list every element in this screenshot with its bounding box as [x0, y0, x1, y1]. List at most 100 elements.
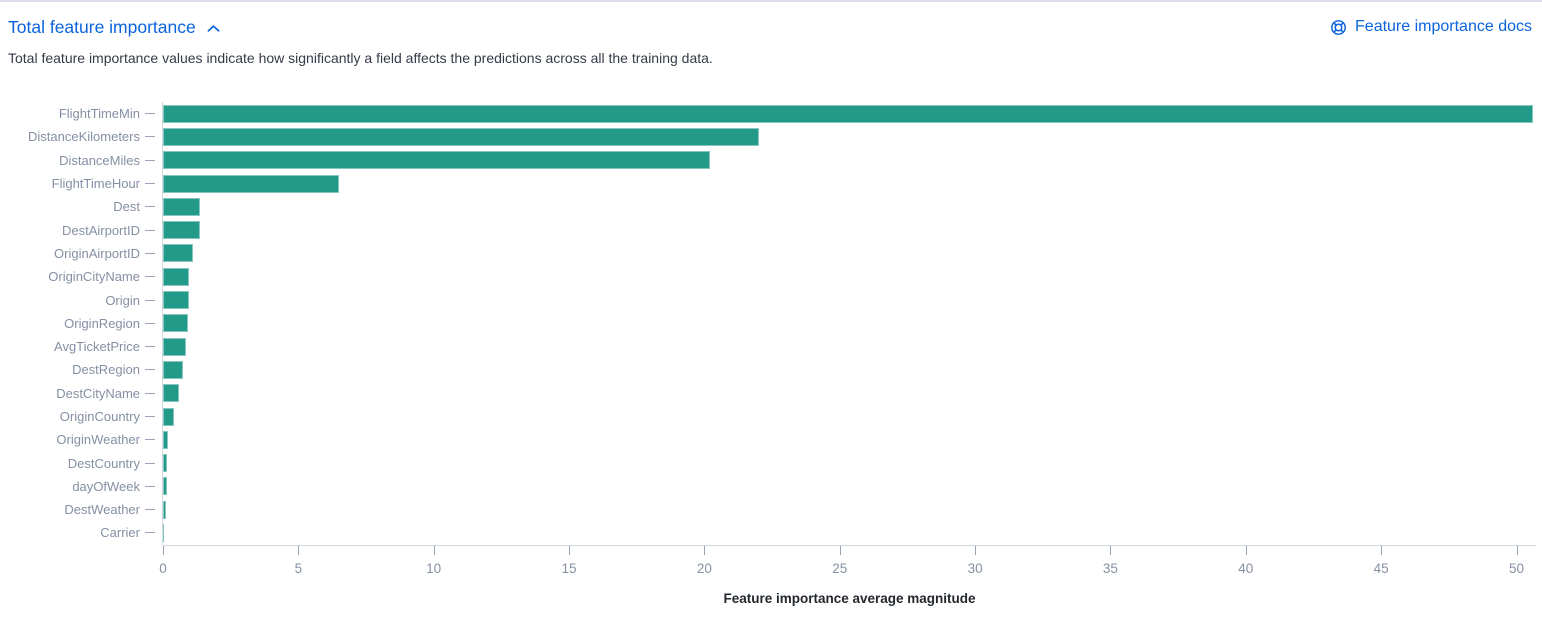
y-tick-mark — [145, 136, 155, 138]
chart-row: Dest — [0, 195, 1536, 219]
y-axis-label: DistanceMiles — [59, 152, 140, 168]
y-axis-label: DestRegion — [72, 362, 140, 378]
bar — [163, 127, 759, 146]
bar-cell — [162, 241, 1536, 266]
bar-cell — [162, 195, 1536, 219]
docs-link[interactable]: Feature importance docs — [1330, 15, 1532, 39]
x-tick-mark — [704, 545, 706, 555]
y-axis-label: Origin — [105, 292, 140, 308]
x-tick-label: 20 — [696, 560, 712, 576]
x-tick-mark — [1516, 545, 1518, 555]
bar-cell — [162, 404, 1536, 429]
x-tick-label: 50 — [1508, 560, 1525, 576]
y-axis-label: AvgTicketPrice — [54, 339, 140, 355]
bar-cell — [162, 358, 1536, 382]
bar — [163, 384, 180, 403]
x-tick-label: 35 — [1102, 560, 1118, 576]
y-tick-mark — [145, 392, 155, 394]
bar-cell — [162, 311, 1536, 335]
y-axis-label: OriginRegion — [64, 315, 140, 331]
bar — [163, 197, 201, 216]
y-tick-mark — [145, 159, 155, 161]
feature-importance-chart: FlightTimeMin DistanceKilometers DistanceM… — [0, 102, 1536, 606]
y-axis-label: dayOfWeek — [72, 478, 140, 494]
y-tick-mark — [145, 322, 155, 324]
chart-row: DestWeather — [0, 498, 1536, 522]
chart-row: DistanceMiles — [0, 148, 1536, 172]
x-tick-label: 40 — [1238, 560, 1254, 576]
bar-cell — [162, 521, 1536, 545]
chart-row: DestRegion — [0, 358, 1536, 382]
bar-cell — [162, 102, 1536, 126]
bar — [163, 314, 188, 333]
x-tick-mark — [433, 545, 435, 555]
panel-title: Total feature importance — [8, 17, 196, 37]
x-tick-mark — [569, 545, 571, 555]
bar-cell — [162, 265, 1536, 289]
lifebuoy-help-icon — [1330, 19, 1347, 36]
y-axis-label: DistanceKilometers — [28, 129, 140, 145]
chart-row: OriginCityName — [0, 265, 1536, 289]
bar — [163, 291, 189, 310]
chart-row: DistanceKilometers — [0, 125, 1536, 149]
y-axis-label: OriginAirportID — [54, 245, 140, 261]
bar-cell — [162, 148, 1536, 172]
bar-cell — [162, 334, 1536, 359]
chart-row: Carrier — [0, 521, 1536, 545]
bar — [163, 523, 164, 542]
x-axis-title: Feature importance average magnitude — [723, 590, 976, 606]
y-axis-label: OriginCityName — [48, 269, 140, 285]
docs-link-label: Feature importance docs — [1355, 18, 1532, 35]
y-tick-mark — [145, 113, 155, 115]
x-tick-mark — [1245, 545, 1247, 555]
bar — [163, 104, 1533, 123]
total-feature-importance-panel: Total feature importance Feature importa… — [0, 2, 1542, 606]
bar-cell — [162, 288, 1536, 312]
x-tick-mark — [163, 545, 164, 555]
chart-row: DestAirportID — [0, 218, 1536, 242]
bar — [163, 151, 710, 170]
bar — [163, 174, 340, 193]
y-tick-mark — [145, 462, 155, 464]
x-tick-label: 30 — [967, 560, 983, 576]
y-tick-mark — [145, 346, 155, 348]
y-tick-mark — [145, 252, 155, 254]
y-axis-label: DestCountry — [67, 455, 140, 471]
chevron-up-icon — [206, 21, 221, 36]
bar — [163, 407, 175, 426]
y-tick-mark — [145, 276, 155, 278]
chart-row: Origin — [0, 288, 1536, 312]
x-tick-mark — [975, 545, 977, 555]
bar-cell — [162, 171, 1536, 196]
bar — [163, 477, 167, 496]
bar — [163, 337, 187, 356]
panel-header: Total feature importance Feature importa… — [0, 2, 1542, 39]
chart-row: DestCityName — [0, 381, 1536, 405]
panel-description: Total feature importance values indicate… — [8, 50, 713, 66]
accordion-toggle[interactable]: Total feature importance — [8, 15, 221, 39]
chart-row: DestCountry — [0, 451, 1536, 475]
chart-row: FlightTimeMin — [0, 102, 1536, 126]
bar — [163, 244, 193, 263]
chart-row: OriginCountry — [0, 404, 1536, 429]
y-tick-mark — [145, 532, 155, 534]
y-tick-mark — [145, 509, 155, 511]
bar — [163, 500, 166, 519]
y-axis-label: DestAirportID — [61, 222, 140, 238]
x-tick-label: 15 — [561, 560, 577, 576]
chart-row: AvgTicketPrice — [0, 334, 1536, 359]
x-tick-label: 0 — [159, 560, 167, 576]
y-axis-label: Carrier — [100, 525, 140, 541]
bar-cell — [162, 381, 1536, 405]
bar — [163, 360, 183, 379]
x-tick-mark — [1110, 545, 1112, 555]
bar — [163, 221, 200, 240]
y-axis-label: FlightTimeHour — [51, 176, 140, 192]
y-axis-label: OriginWeather — [56, 432, 140, 448]
y-axis-label: OriginCountry — [59, 409, 140, 424]
bar — [163, 267, 190, 286]
y-axis-label: FlightTimeMin — [58, 106, 140, 122]
bar-cell — [162, 451, 1536, 475]
y-axis-label: DestCityName — [56, 385, 140, 401]
y-axis-label: Dest — [113, 199, 140, 215]
